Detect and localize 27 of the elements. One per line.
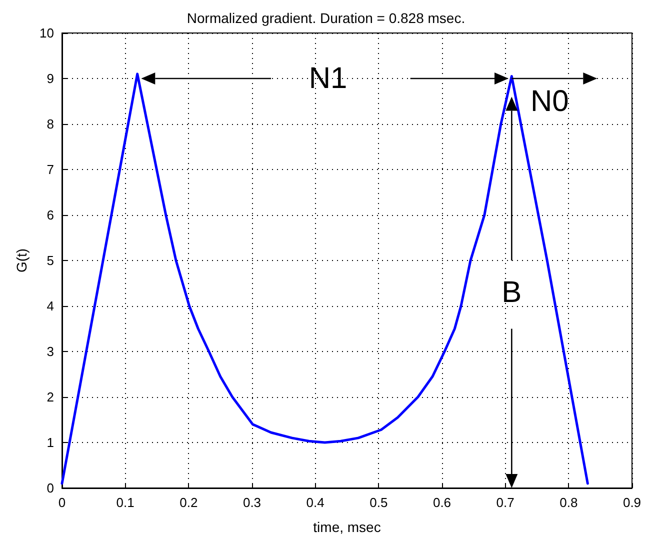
y-tick-label: 0: [46, 480, 54, 496]
y-axis-title: G(t): [14, 248, 30, 273]
x-tick-label: 0.3: [242, 495, 262, 510]
x-tick-label: 0.5: [370, 495, 388, 510]
x-tick-label: 0.6: [432, 495, 452, 510]
y-tick-label: 10: [40, 26, 54, 40]
x-tick-label: 0.1: [116, 495, 134, 510]
x-tick-label: 0.9: [622, 495, 642, 510]
x-tick-label: 0.2: [180, 495, 198, 510]
x-tick-label: 0: [58, 495, 66, 510]
annotation: B: [502, 276, 522, 309]
x-axis-title: time, msec: [313, 519, 381, 535]
y-tick-label: 1: [46, 435, 54, 450]
x-tick-label: 0.7: [496, 495, 514, 510]
y-tick-label: 2: [46, 390, 54, 404]
y-tick-label: 6: [46, 208, 54, 222]
chart-title: Normalized gradient. Duration = 0.828 msec.: [186, 10, 466, 26]
x-tick-label: 0.8: [560, 495, 578, 510]
y-tick-label: 9: [46, 71, 54, 86]
y-tick-label: 8: [46, 116, 54, 132]
annotation: N0: [530, 84, 569, 118]
y-tick-label: 5: [46, 253, 54, 268]
y-tick-label: 7: [46, 162, 54, 177]
annotation: N1: [308, 62, 348, 95]
y-tick-label: 3: [46, 344, 54, 359]
x-tick-label: 0.4: [306, 495, 324, 510]
y-tick-label: 4: [46, 298, 54, 314]
